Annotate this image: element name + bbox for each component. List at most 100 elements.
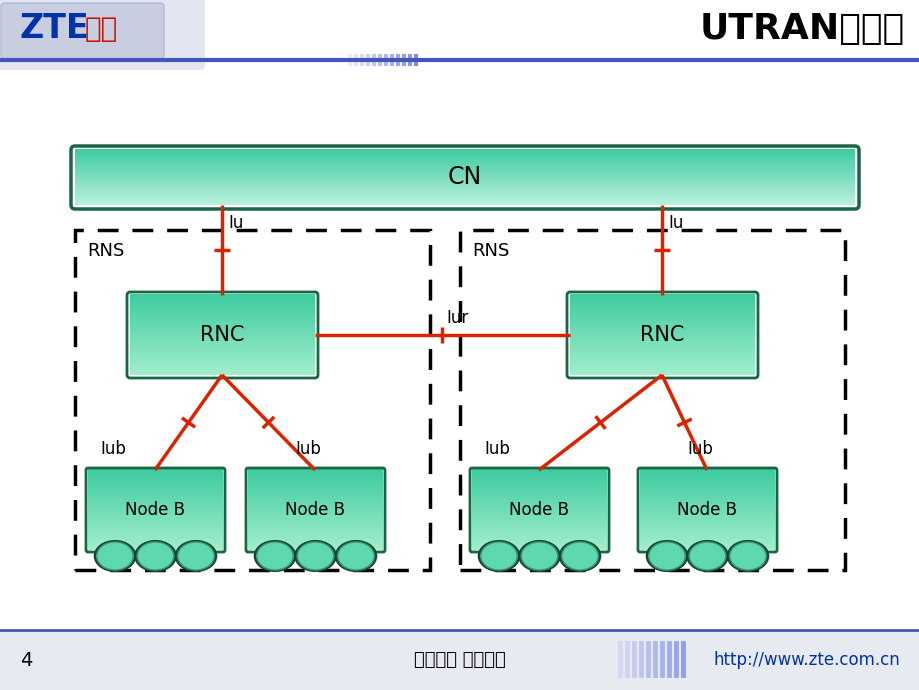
Bar [471,471,607,474]
Bar [248,479,382,482]
Bar [75,170,854,172]
Bar [471,505,607,508]
Bar [75,157,854,159]
Bar [75,175,854,177]
Bar [640,475,774,478]
Bar [640,495,774,498]
Bar [570,300,754,303]
Ellipse shape [177,542,214,570]
Bar [75,196,854,198]
Bar [570,352,754,355]
Bar [248,547,382,550]
Ellipse shape [562,542,597,570]
Bar [130,366,314,369]
Bar [248,483,382,486]
Bar [640,469,774,472]
Bar [248,475,382,478]
Bar [130,302,314,305]
Bar [570,332,754,335]
Bar [75,230,429,570]
Bar [130,332,314,335]
Text: RNS: RNS [471,242,509,260]
Bar [471,501,607,504]
Bar [570,316,754,319]
Bar [570,318,754,321]
Bar [570,362,754,365]
Bar [471,547,607,550]
Bar [471,521,607,524]
Bar [570,338,754,341]
Text: Iur: Iur [446,309,468,327]
Bar [130,346,314,349]
Bar [130,296,314,299]
Bar [640,509,774,512]
Bar [570,304,754,307]
Text: Node B: Node B [509,501,569,519]
Bar [88,479,222,482]
Bar [570,344,754,347]
Bar [75,163,854,165]
Bar [471,515,607,518]
Bar [88,471,222,474]
Bar [88,501,222,504]
Bar [130,364,314,367]
Ellipse shape [297,542,334,570]
Bar [130,330,314,333]
Bar [570,322,754,325]
Bar [88,539,222,542]
Ellipse shape [335,541,376,571]
Bar [88,517,222,520]
Bar [130,370,314,373]
Bar [130,294,314,297]
Bar [75,167,854,169]
Bar [570,336,754,339]
Text: Node B: Node B [285,501,346,519]
Bar [570,370,754,373]
Bar [130,312,314,315]
Ellipse shape [727,541,767,571]
Ellipse shape [481,542,516,570]
Bar [570,308,754,311]
Bar [248,533,382,536]
Bar [471,527,607,530]
Bar [248,485,382,488]
Ellipse shape [135,541,176,571]
Text: http://www.zte.com.cn: http://www.zte.com.cn [712,651,899,669]
Bar [640,547,774,550]
Bar [248,497,382,500]
Bar [570,328,754,331]
Bar [88,497,222,500]
Ellipse shape [256,542,293,570]
Bar [640,527,774,530]
Bar [88,531,222,534]
Ellipse shape [518,541,559,571]
Bar [471,499,607,502]
Bar [130,300,314,303]
Bar [88,543,222,546]
Bar [130,316,314,319]
Ellipse shape [337,542,374,570]
Bar [570,296,754,299]
Bar [0,0,919,60]
Bar [640,525,774,528]
Bar [471,507,607,510]
Bar [570,330,754,333]
Bar [471,511,607,514]
Bar [88,473,222,476]
Bar [640,487,774,490]
Ellipse shape [646,541,686,571]
Bar [570,340,754,343]
Bar [248,495,382,498]
Bar [471,541,607,544]
Bar [88,525,222,528]
Bar [75,188,854,190]
Bar [471,497,607,500]
Bar [248,503,382,506]
Bar [88,481,222,484]
Bar [130,304,314,307]
Text: CN: CN [448,166,482,190]
Bar [471,475,607,478]
Bar [248,491,382,494]
Bar [88,489,222,492]
Bar [471,487,607,490]
